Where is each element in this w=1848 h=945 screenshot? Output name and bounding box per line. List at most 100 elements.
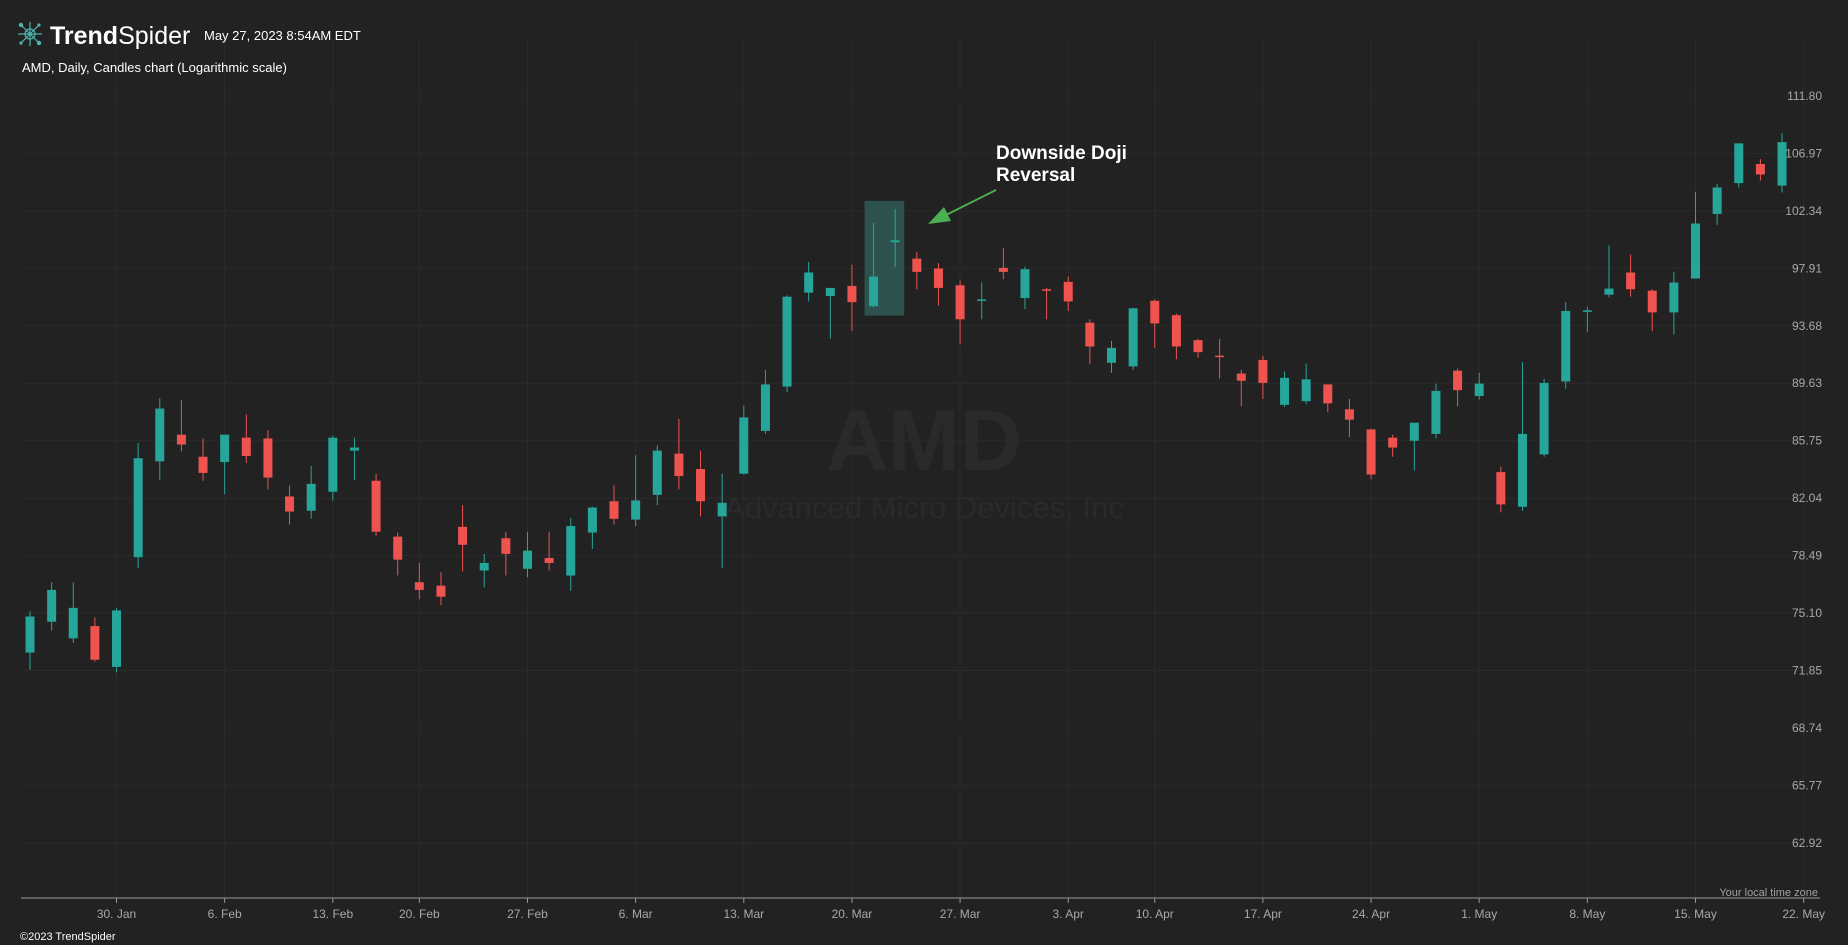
candle bbox=[241, 414, 251, 463]
candle bbox=[1215, 338, 1225, 379]
candle bbox=[1063, 276, 1073, 312]
x-tick-label: 30. Jan bbox=[97, 907, 136, 921]
candle-body bbox=[696, 469, 706, 502]
candle-body bbox=[155, 408, 165, 462]
candle bbox=[696, 450, 706, 517]
candle bbox=[890, 208, 900, 268]
candle bbox=[955, 280, 965, 345]
x-tick-label: 6. Mar bbox=[619, 907, 653, 921]
candle bbox=[1042, 287, 1052, 320]
candle bbox=[1150, 299, 1160, 348]
candle bbox=[544, 531, 554, 571]
x-tick-label: 20. Feb bbox=[399, 907, 440, 921]
x-tick-label: 27. Mar bbox=[940, 907, 981, 921]
trendspider-logo-icon bbox=[18, 22, 42, 46]
x-tick-label: 13. Feb bbox=[312, 907, 353, 921]
x-tick-label: 13. Mar bbox=[723, 907, 764, 921]
candle-body bbox=[176, 434, 186, 445]
candle-body bbox=[782, 296, 792, 387]
candle bbox=[263, 430, 273, 490]
candle bbox=[1626, 254, 1636, 297]
candle bbox=[1171, 313, 1181, 360]
y-tick-label: 102.34 bbox=[1785, 204, 1822, 218]
candle-body bbox=[1431, 390, 1441, 434]
candle-body bbox=[1085, 322, 1095, 347]
candle-body bbox=[760, 384, 770, 431]
candle-body bbox=[1604, 288, 1614, 295]
brand-name-spider: Spider bbox=[118, 22, 190, 50]
candle bbox=[458, 505, 468, 572]
candle bbox=[782, 295, 792, 393]
candle bbox=[414, 562, 424, 600]
candle-body bbox=[739, 417, 749, 474]
candle bbox=[1107, 340, 1116, 373]
y-tick-label: 85.75 bbox=[1792, 434, 1822, 448]
candle-body bbox=[1734, 143, 1744, 184]
watermark-company-name: Advanced Micro Devices, Inc bbox=[724, 490, 1124, 525]
candle-body bbox=[198, 456, 208, 473]
candle bbox=[1323, 384, 1333, 413]
candle bbox=[1604, 245, 1614, 298]
x-axis: 30. Jan 6. Feb 13. Feb 20. Feb 27. Feb 6. Mar… bbox=[97, 898, 1825, 921]
candle-body bbox=[1626, 272, 1636, 290]
candle bbox=[760, 369, 770, 434]
candle-body bbox=[47, 589, 57, 622]
candles bbox=[25, 133, 1787, 673]
candle bbox=[306, 465, 316, 519]
candle bbox=[1128, 307, 1138, 370]
candle bbox=[176, 399, 186, 452]
candle-body bbox=[68, 607, 78, 639]
x-tick-label: 22. May bbox=[1782, 907, 1825, 921]
candle-body bbox=[1647, 290, 1657, 313]
candle-body bbox=[717, 502, 727, 517]
candle bbox=[285, 485, 295, 525]
y-tick-label: 71.85 bbox=[1792, 664, 1822, 678]
candle-body bbox=[1344, 409, 1354, 420]
candle bbox=[1193, 338, 1203, 358]
candle-body bbox=[1388, 437, 1398, 448]
candle-body bbox=[133, 458, 143, 558]
candle bbox=[1453, 368, 1463, 407]
y-tick-label: 65.77 bbox=[1792, 778, 1822, 792]
candle-body bbox=[1453, 370, 1463, 391]
candle bbox=[479, 553, 489, 588]
candle bbox=[90, 617, 100, 662]
annotation-label-line-2: Reversal bbox=[996, 165, 1075, 186]
y-tick-label: 111.80 bbox=[1787, 89, 1822, 103]
candle-body bbox=[977, 299, 987, 301]
candle bbox=[1517, 362, 1527, 511]
candle-body bbox=[912, 258, 922, 272]
annotation-arrow-line bbox=[941, 189, 997, 218]
candle bbox=[717, 473, 727, 568]
candle-body bbox=[220, 434, 230, 463]
candle-body bbox=[1474, 383, 1484, 397]
candle bbox=[1647, 289, 1657, 332]
candle-body bbox=[1215, 355, 1225, 358]
candle-body bbox=[501, 538, 511, 554]
candle bbox=[847, 264, 857, 332]
candle bbox=[609, 485, 619, 525]
candle bbox=[68, 582, 78, 643]
candle-body bbox=[1777, 142, 1787, 186]
candle bbox=[1236, 369, 1246, 407]
candle bbox=[977, 282, 987, 320]
candle-body bbox=[804, 272, 814, 293]
candle-body bbox=[328, 437, 338, 492]
candle-body bbox=[674, 453, 684, 477]
y-tick-label: 89.63 bbox=[1792, 376, 1822, 390]
candle bbox=[1734, 143, 1744, 188]
candle-body bbox=[241, 437, 251, 456]
candle bbox=[155, 398, 165, 480]
candle bbox=[804, 261, 814, 302]
candle-body bbox=[1020, 269, 1030, 299]
candle bbox=[112, 607, 122, 673]
x-tick-label: 6. Feb bbox=[208, 907, 242, 921]
candle bbox=[998, 248, 1008, 280]
candle bbox=[566, 517, 576, 591]
chart-description: AMD, Daily, Candles chart (Logarithmic s… bbox=[22, 60, 287, 75]
x-tick-label: 17. Apr bbox=[1244, 907, 1282, 921]
candle-body bbox=[933, 268, 943, 288]
header-datetime: May 27, 2023 8:54AM EDT bbox=[204, 28, 361, 43]
candle-body bbox=[1366, 429, 1376, 475]
